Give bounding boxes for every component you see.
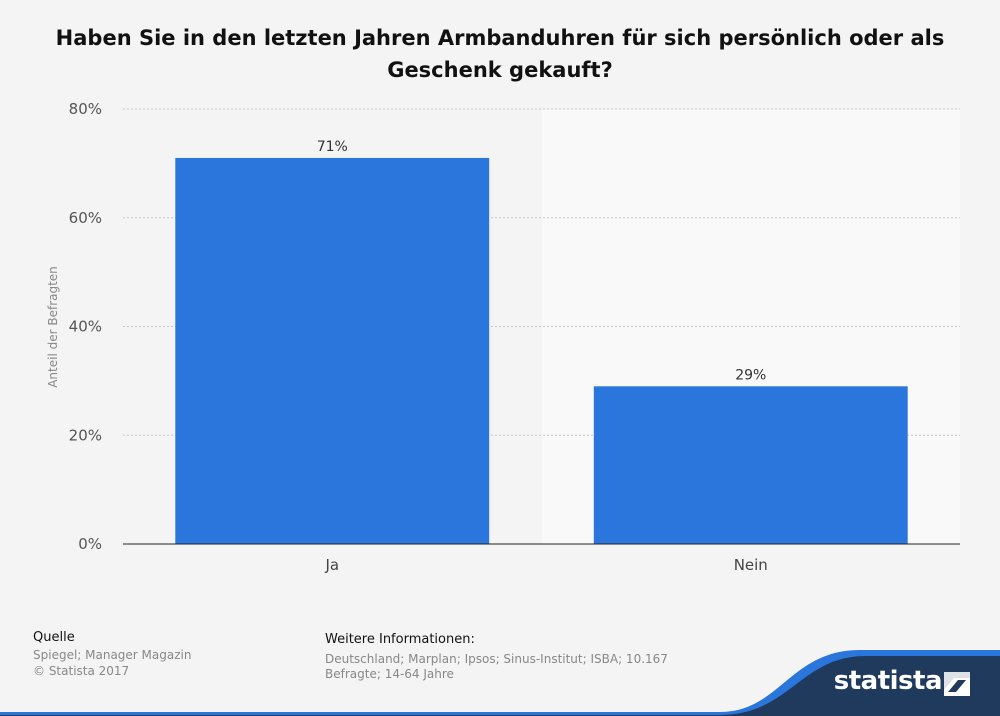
source-label: Quelle xyxy=(33,630,75,645)
bar-nein[interactable] xyxy=(593,386,908,544)
copyright-text: © Statista 2017 xyxy=(33,664,130,678)
info-label: Weitere Informationen: xyxy=(325,632,475,647)
source-text: Spiegel; Manager Magazin xyxy=(33,648,192,662)
y-tick-label: 40% xyxy=(69,318,102,336)
bars xyxy=(175,157,908,544)
category-label: Nein xyxy=(734,556,768,574)
category-label: Ja xyxy=(324,556,339,574)
y-tick-label: 20% xyxy=(69,426,102,444)
info-text-line1: Deutschland; Marplan; Ipsos; Sinus-Insti… xyxy=(325,652,668,666)
data-label: 29% xyxy=(735,367,766,383)
data-labels: 71% 29% xyxy=(317,139,767,383)
chart-title: Haben Sie in den letzten Jahren Armbandu… xyxy=(55,26,945,82)
y-tick-labels: 0% 20% 40% 60% 80% xyxy=(69,100,102,553)
data-label: 71% xyxy=(317,139,348,155)
statista-logo-text: statista xyxy=(833,666,943,696)
info-text-line2: Befragte; 14-64 Jahre xyxy=(325,667,454,681)
bar-ja[interactable] xyxy=(175,157,490,544)
y-tick-label: 0% xyxy=(78,535,102,553)
y-axis-label: Anteil der Befragten xyxy=(46,266,60,388)
y-tick-label: 80% xyxy=(69,100,102,118)
bar-chart: 0% 20% 40% 60% 80% 71% 29% Ja Nein Anteil der … xyxy=(46,100,960,574)
category-labels: Ja Nein xyxy=(324,556,767,574)
y-tick-label: 60% xyxy=(69,209,102,227)
statista-logo-icon xyxy=(944,672,970,696)
